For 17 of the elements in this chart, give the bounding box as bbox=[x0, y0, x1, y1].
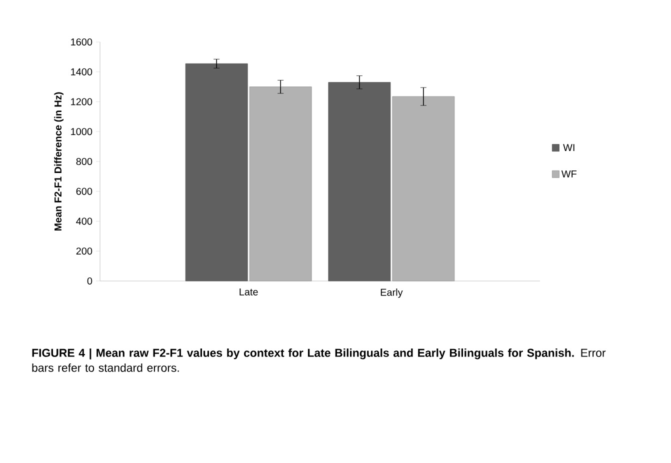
bar bbox=[185, 63, 248, 282]
x-tick-label: Early bbox=[380, 288, 403, 298]
y-axis-title: Mean F2-F1 Difference (in Hz) bbox=[54, 92, 64, 231]
y-tick-label: 1000 bbox=[71, 128, 92, 136]
x-tick-label: Late bbox=[240, 288, 258, 296]
y-tick-label: 400 bbox=[76, 218, 92, 225]
y-tick-label: 800 bbox=[76, 158, 92, 166]
legend-label: WI bbox=[563, 144, 574, 151]
y-tick-label: 1600 bbox=[71, 38, 92, 46]
legend-label: WF bbox=[561, 170, 576, 178]
y-tick-label: 200 bbox=[76, 248, 92, 255]
y-tick-label: 600 bbox=[76, 188, 92, 195]
bar bbox=[328, 82, 391, 282]
y-tick-label: 0 bbox=[87, 277, 92, 285]
y-tick-label: 1200 bbox=[71, 98, 92, 106]
text: FIGURE 4 | Mean raw F2-F1 values by context for Late Bilinguals and Early Bilinguals for Spanish. Error bars refer to standard errors. bbox=[32, 348, 606, 372]
y-tick-label: 1400 bbox=[71, 68, 92, 76]
